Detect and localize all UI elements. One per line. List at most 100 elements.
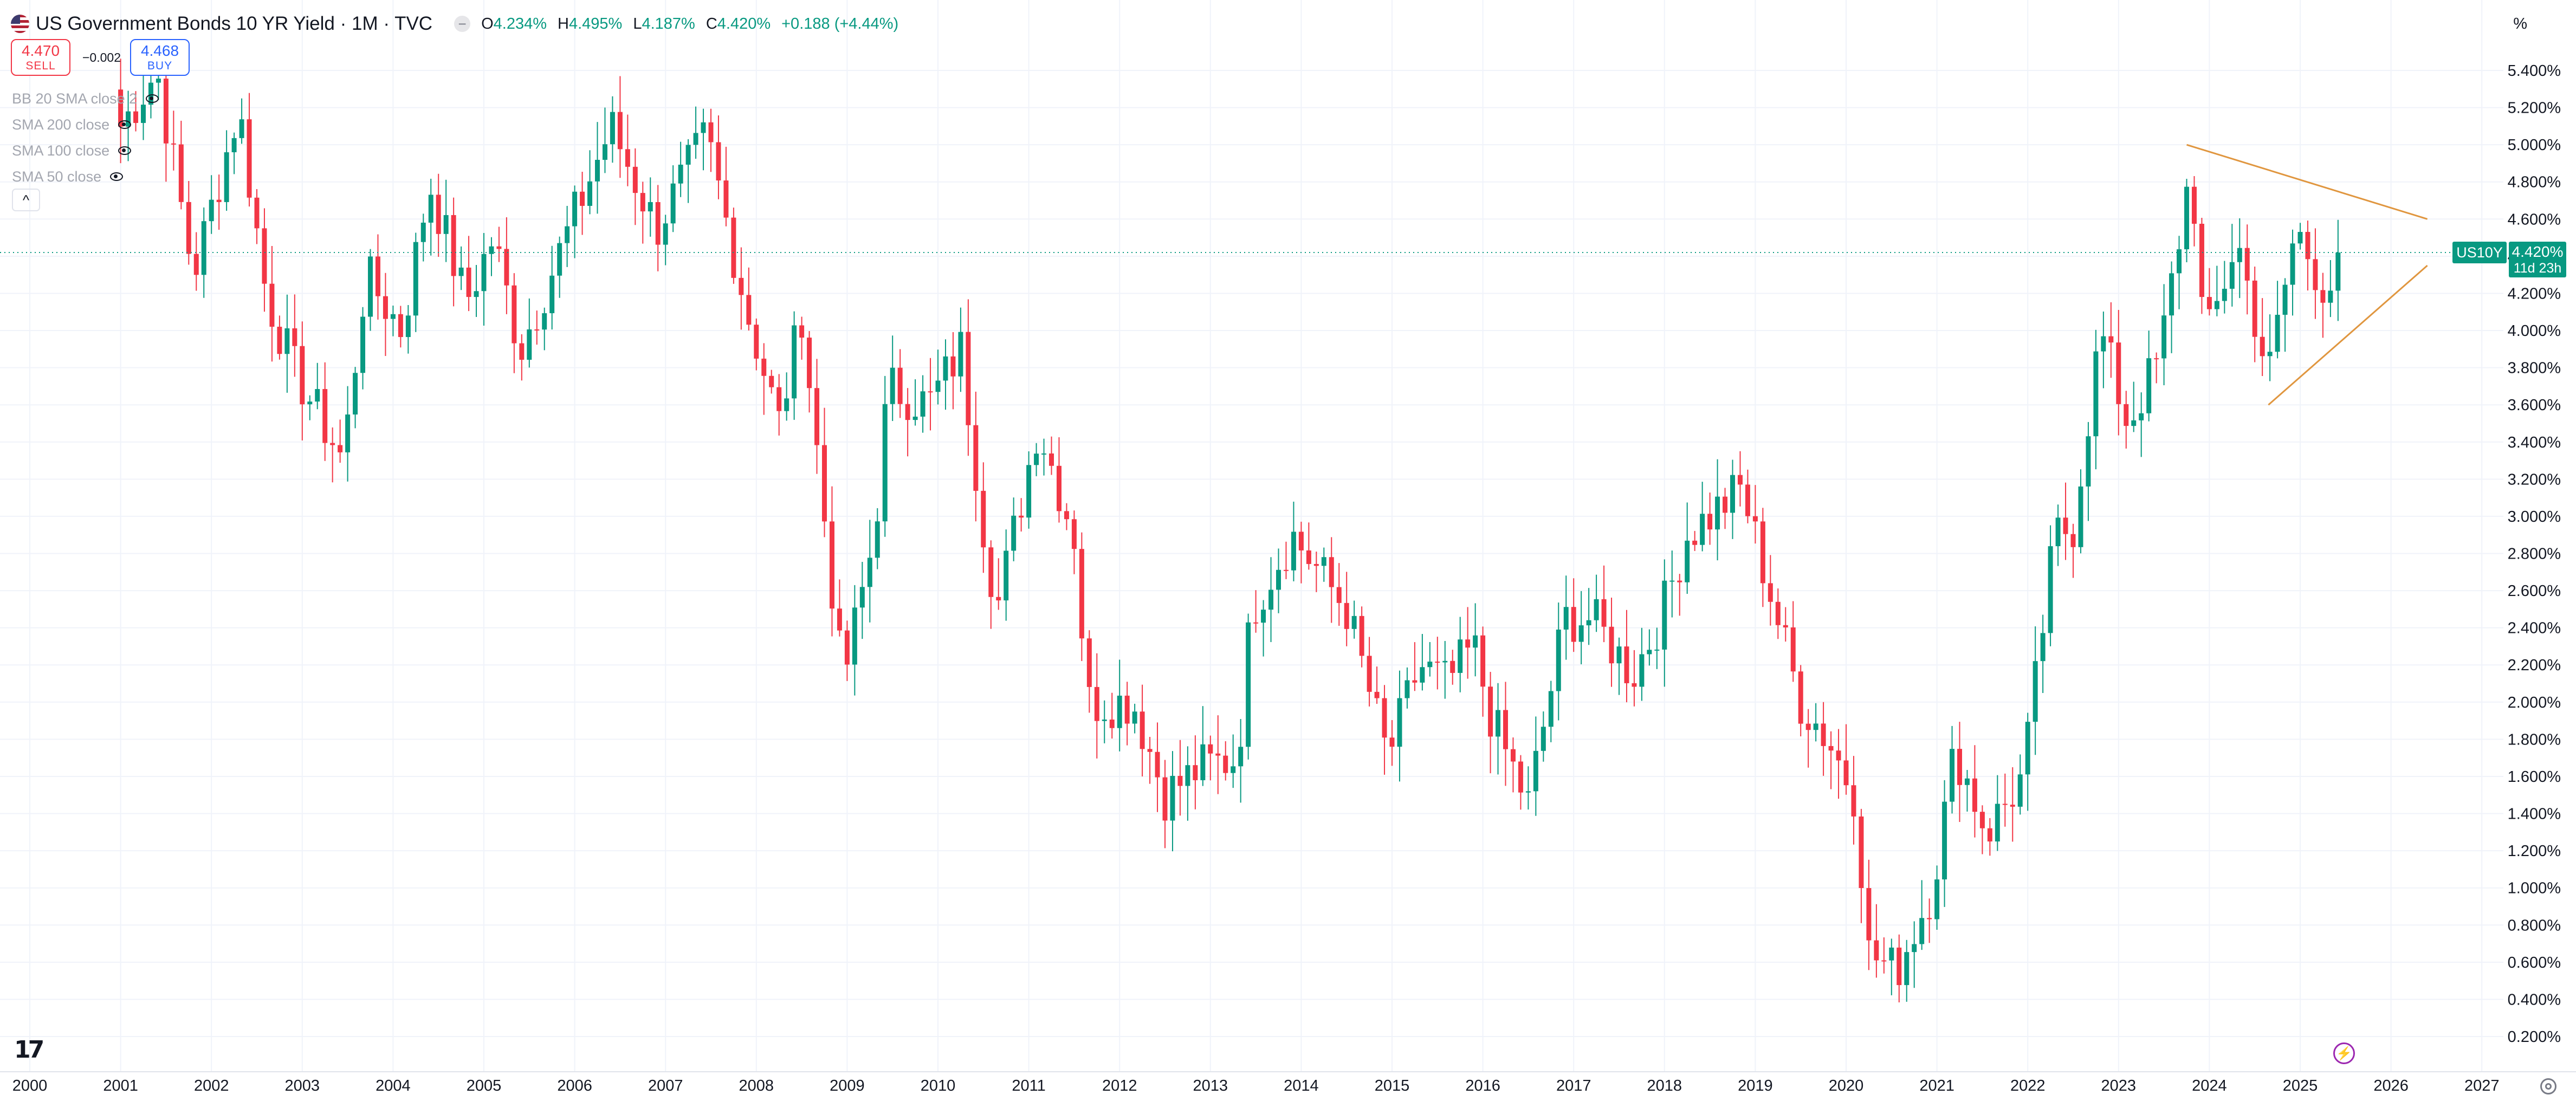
collapse-legend-button[interactable]: ^ bbox=[12, 189, 40, 211]
candle bbox=[1677, 574, 1682, 616]
indicator-bb[interactable]: BB 20 SMA close 2 bbox=[12, 86, 159, 112]
candle bbox=[829, 486, 834, 637]
candle bbox=[2139, 392, 2144, 457]
sell-button[interactable]: 4.470 SELL bbox=[11, 39, 70, 76]
candle bbox=[1155, 722, 1160, 812]
price-axis[interactable]: 0.200% 0.400% 0.600% 0.800% 1.000% 1.200% 1.40… bbox=[2508, 62, 2561, 1046]
candle bbox=[1177, 740, 1183, 816]
x-tick-label: 2014 bbox=[1284, 1077, 1319, 1094]
buy-button[interactable]: 4.468 BUY bbox=[130, 39, 190, 76]
candle bbox=[746, 267, 752, 331]
candle bbox=[1367, 637, 1372, 707]
candle bbox=[1480, 626, 1486, 717]
candle bbox=[277, 315, 282, 360]
y-tick-label: 5.000% bbox=[2508, 137, 2561, 154]
candle bbox=[1496, 683, 1501, 775]
bar-countdown: 11d 23h bbox=[2513, 260, 2562, 276]
eye-hidden-icon[interactable] bbox=[118, 146, 132, 155]
time-axis[interactable]: 2000 2001 2002 2003 2004 2005 2006 2007 2008 2009… bbox=[12, 1077, 2500, 1094]
candle bbox=[1049, 436, 1054, 475]
indicator-sma200[interactable]: SMA 200 close bbox=[12, 112, 159, 138]
candle bbox=[1064, 503, 1069, 530]
x-tick-label: 2020 bbox=[1829, 1077, 1864, 1094]
indicator-sma100[interactable]: SMA 100 close bbox=[12, 138, 159, 164]
candle bbox=[2025, 713, 2030, 811]
candle bbox=[1737, 451, 1743, 507]
candle bbox=[390, 306, 396, 336]
candle bbox=[1616, 637, 1622, 695]
candle bbox=[1723, 488, 1728, 529]
candle bbox=[2320, 273, 2326, 338]
candle bbox=[2328, 260, 2333, 318]
candle bbox=[1261, 600, 1266, 657]
candle bbox=[2206, 268, 2212, 316]
candle bbox=[534, 310, 540, 345]
y-tick-label: 5.400% bbox=[2508, 62, 2561, 80]
x-tick-label: 2004 bbox=[376, 1077, 411, 1094]
dots-icon[interactable]: − bbox=[454, 16, 471, 32]
candle bbox=[1004, 529, 1009, 621]
candle bbox=[1866, 859, 1872, 970]
sell-label: SELL bbox=[25, 59, 56, 72]
candle bbox=[2101, 312, 2106, 388]
eye-hidden-icon[interactable] bbox=[110, 172, 124, 181]
candle bbox=[1170, 751, 1175, 852]
tradingview-logo-icon[interactable]: 17 bbox=[14, 1036, 44, 1064]
us-flag-icon bbox=[11, 15, 29, 33]
candle bbox=[542, 307, 547, 351]
candle bbox=[1760, 508, 1765, 607]
candle bbox=[527, 298, 532, 368]
candle bbox=[1193, 735, 1198, 809]
candle bbox=[1685, 502, 1690, 594]
candle bbox=[784, 372, 789, 421]
candle bbox=[1632, 650, 1637, 707]
candle bbox=[1957, 722, 1962, 822]
ohlc-low: L4.187% bbox=[633, 15, 695, 33]
x-tick-label: 2008 bbox=[739, 1077, 774, 1094]
candle bbox=[1919, 880, 1925, 950]
candle bbox=[1215, 715, 1221, 794]
candle bbox=[723, 146, 729, 226]
candle bbox=[882, 375, 888, 537]
candle bbox=[2033, 626, 2038, 755]
x-tick-label: 2024 bbox=[2192, 1077, 2227, 1094]
candle bbox=[655, 185, 661, 271]
candle bbox=[1995, 775, 2000, 851]
candle bbox=[875, 508, 880, 569]
trendlines[interactable] bbox=[2186, 144, 2428, 406]
symbol-title[interactable]: US Government Bonds 10 YR Yield · 1M · T… bbox=[36, 13, 433, 34]
gear-icon[interactable] bbox=[2540, 1078, 2556, 1094]
candle bbox=[171, 111, 176, 171]
sell-price: 4.470 bbox=[21, 42, 60, 60]
candle bbox=[1321, 547, 1326, 582]
candle bbox=[1533, 716, 1538, 816]
candle bbox=[141, 69, 146, 140]
candle bbox=[466, 236, 471, 312]
y-tick-label: 0.400% bbox=[2508, 991, 2561, 1008]
candle bbox=[1283, 541, 1289, 579]
candle bbox=[1964, 769, 1970, 812]
x-tick-label: 2023 bbox=[2101, 1077, 2137, 1094]
indicator-sma50[interactable]: SMA 50 close bbox=[12, 164, 159, 190]
candle bbox=[966, 299, 971, 456]
candle bbox=[1389, 720, 1395, 766]
ohlc-high: H4.495% bbox=[558, 15, 623, 33]
eye-hidden-icon[interactable] bbox=[146, 94, 159, 103]
candle bbox=[1185, 746, 1190, 821]
ohlc-values: O4.234% H4.495% L4.187% C4.420% +0.188 (… bbox=[481, 15, 898, 33]
candle bbox=[375, 234, 380, 320]
eye-hidden-icon[interactable] bbox=[118, 120, 132, 129]
candle bbox=[292, 294, 297, 377]
candle bbox=[1783, 607, 1788, 642]
candle bbox=[1813, 703, 1818, 742]
chart-grid bbox=[0, 0, 2503, 1072]
candle bbox=[2282, 278, 2288, 352]
candle bbox=[958, 307, 963, 392]
lightning-icon[interactable]: ⚡ bbox=[2333, 1042, 2355, 1064]
indicator-list: BB 20 SMA close 2 SMA 200 close SMA 100 … bbox=[12, 86, 159, 190]
candle bbox=[905, 388, 910, 457]
candle bbox=[300, 321, 305, 441]
candle bbox=[1654, 627, 1660, 669]
trendline bbox=[2186, 144, 2428, 220]
